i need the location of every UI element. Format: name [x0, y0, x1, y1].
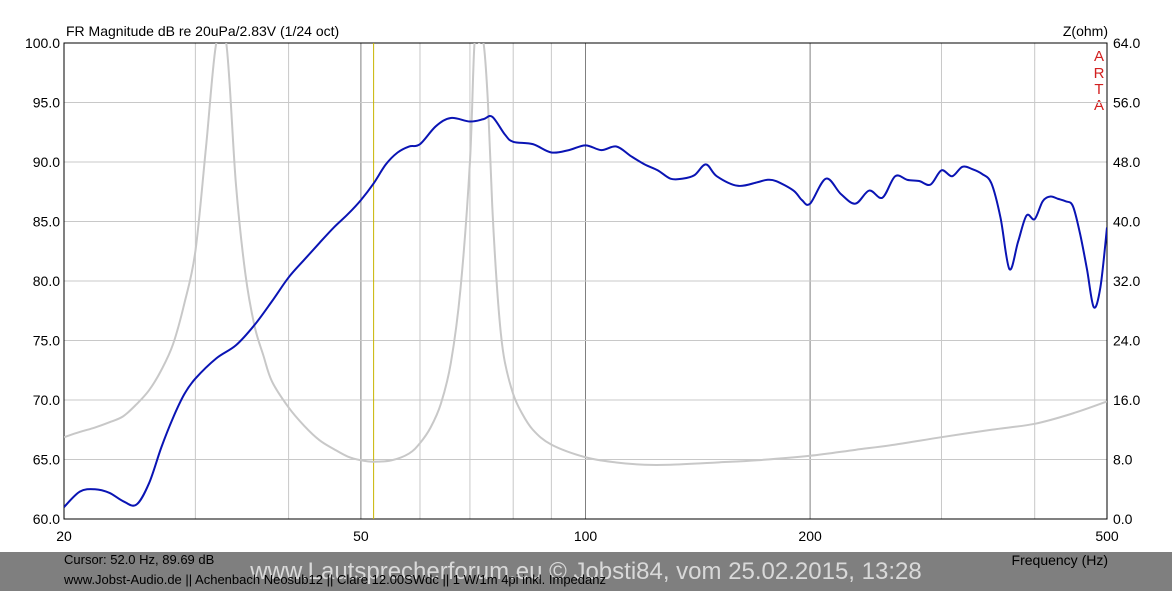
x-tick-label: 100 [574, 528, 598, 544]
arta-letter: A [1094, 48, 1104, 65]
tick-labels: 60.0 65.0 70.0 75.0 80.0 85.0 90.0 95.0 100.0 0.0… [25, 35, 1141, 544]
arta-letter: R [1094, 65, 1105, 82]
plot-frame [63, 42, 1108, 520]
y2-tick-label: 40.0 [1113, 214, 1140, 230]
clipped-curves [64, 43, 1107, 519]
y-tick-label: 95.0 [33, 95, 60, 111]
y2-tick-label: 8.0 [1113, 452, 1133, 468]
y-tick-label: 75.0 [33, 333, 60, 349]
arta-letter: A [1094, 97, 1104, 114]
y-tick-label: 90.0 [33, 154, 60, 170]
x-tick-label: 50 [353, 528, 369, 544]
y2-tick-label: 32.0 [1113, 273, 1140, 289]
y2-tick-label: 24.0 [1113, 333, 1140, 349]
status-footer: www.Lautsprecherforum.eu © Jobsti84, vom… [0, 552, 1172, 591]
impedance-curve [64, 43, 1107, 466]
x-tick-label: 500 [1095, 528, 1119, 544]
y2-tick-label: 56.0 [1113, 95, 1140, 111]
x-tick-label: 20 [56, 528, 72, 544]
y2-tick-label: 16.0 [1113, 392, 1140, 408]
fr-magnitude-curve [64, 114, 1107, 508]
grid [63, 42, 1108, 520]
plot-curves [64, 43, 1107, 519]
chart-area: FR Magnitude dB re 20uPa/2.83V (1/24 oct… [25, 23, 1141, 544]
x-tick-label: 200 [798, 528, 822, 544]
y2-tick-label: 48.0 [1113, 154, 1140, 170]
y-tick-label: 80.0 [33, 273, 60, 289]
y-tick-label: 60.0 [33, 511, 60, 527]
y-tick-label: 85.0 [33, 214, 60, 230]
arta-letter: T [1094, 81, 1103, 98]
x-axis-label: Frequency (Hz) [1011, 552, 1108, 568]
y2-tick-label: 0.0 [1113, 511, 1133, 527]
arta-brand: A R T A [1094, 48, 1105, 114]
y2-tick-label: 64.0 [1113, 35, 1140, 51]
cursor-readout: Cursor: 52.0 Hz, 89.69 dB [64, 552, 215, 567]
y-tick-label: 100.0 [25, 35, 60, 51]
watermark: www.Lautsprecherforum.eu © Jobsti84, vom… [250, 558, 922, 585]
info-line: www.Jobst-Audio.de || Achenbach Neosub12… [64, 572, 606, 587]
right-axis-title: Z(ohm) [1063, 23, 1108, 39]
y-tick-label: 65.0 [33, 452, 60, 468]
chart-title: FR Magnitude dB re 20uPa/2.83V (1/24 oct… [66, 23, 339, 39]
y-tick-label: 70.0 [33, 392, 60, 408]
